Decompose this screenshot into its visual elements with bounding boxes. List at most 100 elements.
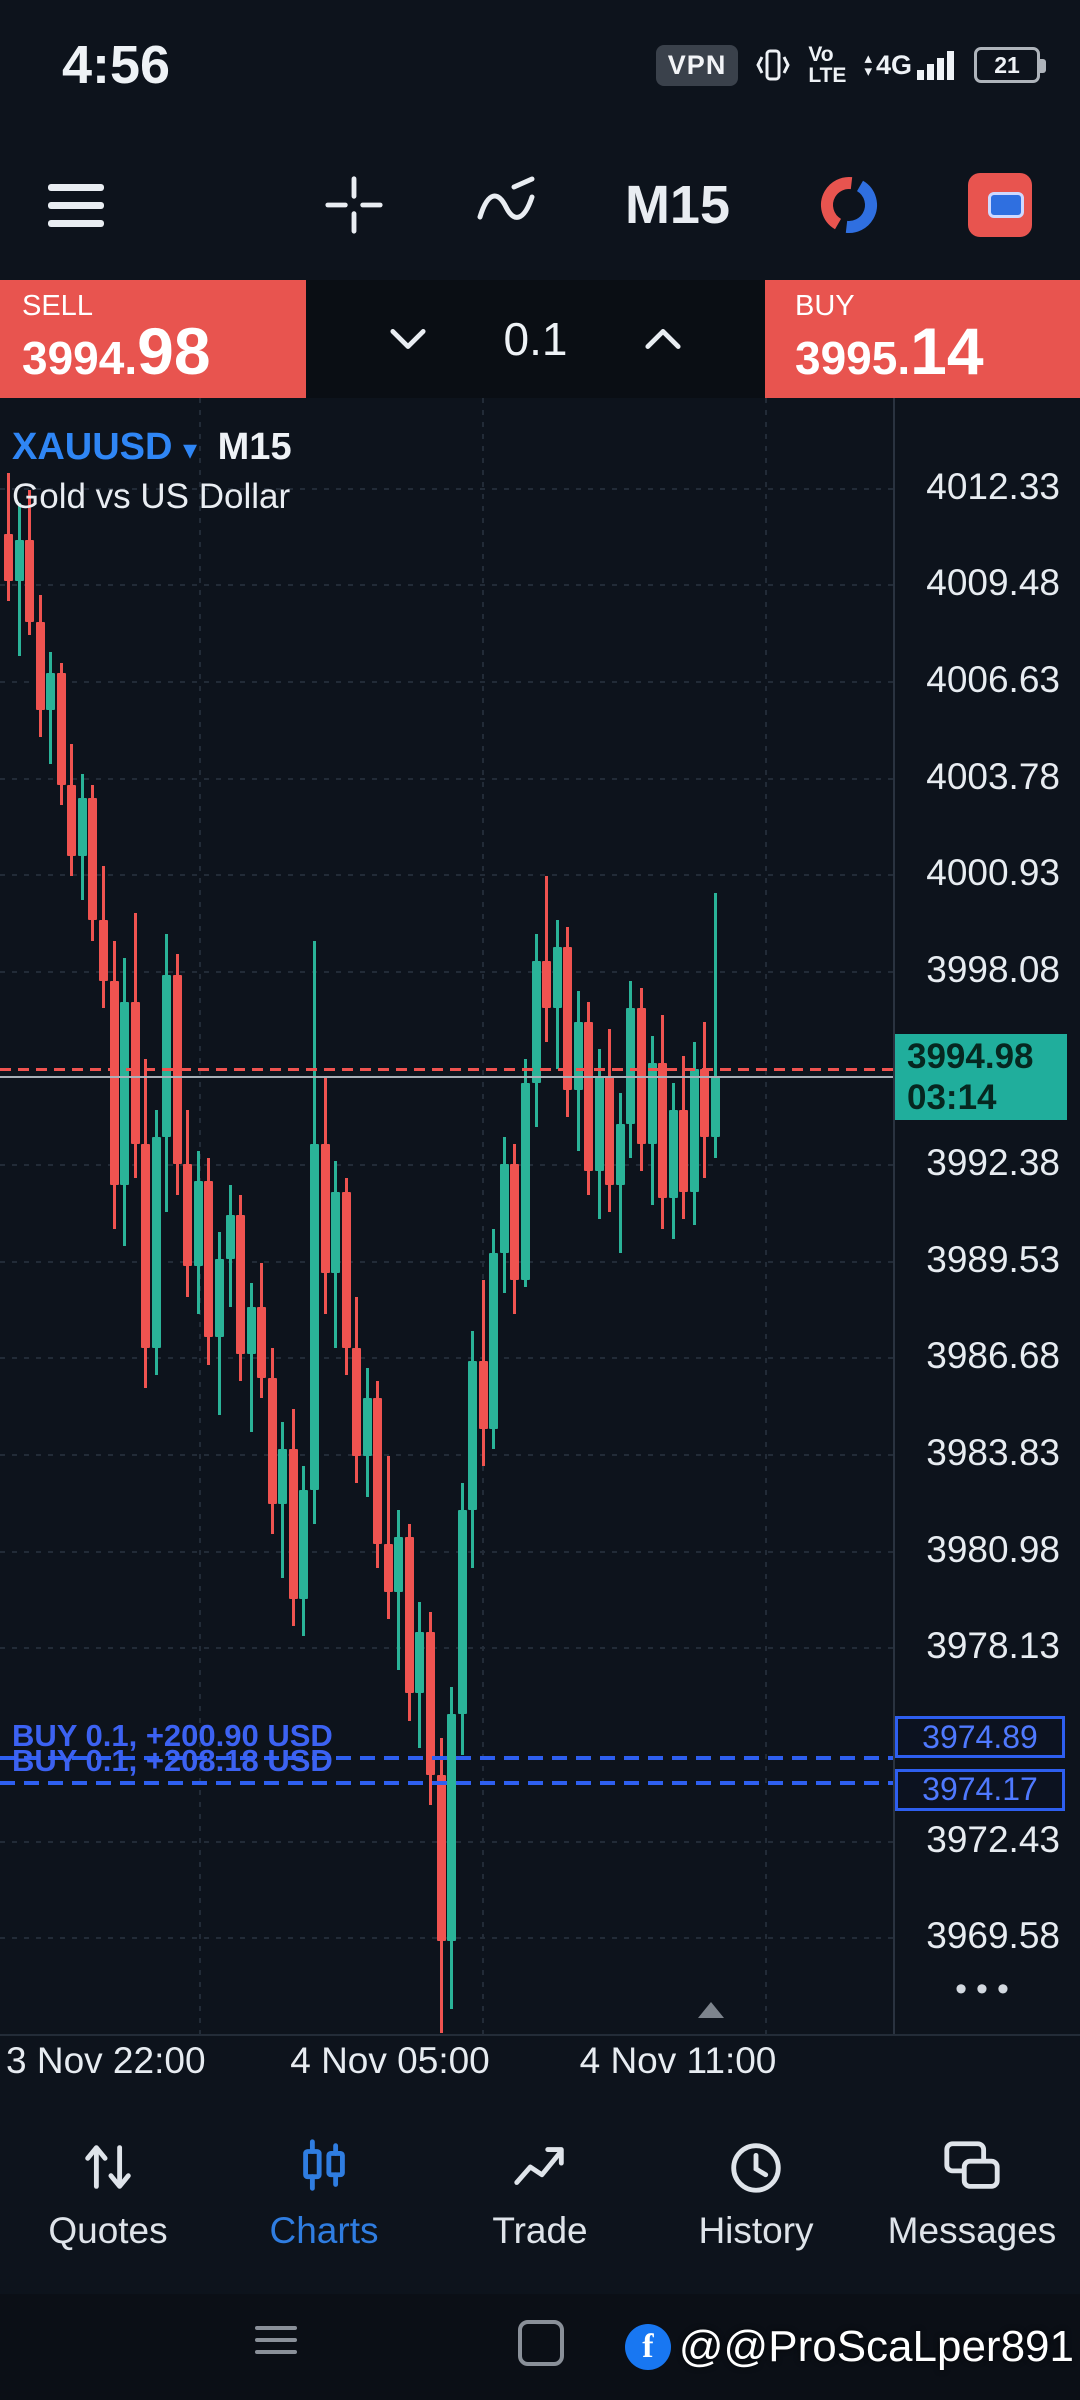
candle-body — [626, 1008, 635, 1124]
position-price-box[interactable]: 3974.17 — [895, 1768, 1065, 1811]
home-button[interactable] — [518, 2320, 564, 2366]
candle-body — [394, 1537, 403, 1592]
price-gridline — [0, 777, 893, 780]
symbol-description: Gold vs US Dollar — [12, 477, 291, 516]
candle-body — [437, 1774, 446, 1942]
price-axis-separator — [893, 398, 895, 2034]
bar-countdown: 03:14 — [907, 1077, 997, 1117]
position-line[interactable] — [0, 1756, 893, 1761]
sell-button[interactable]: SELL 3994. 98 — [0, 280, 306, 398]
candle-body — [489, 1252, 498, 1429]
candle-body — [204, 1181, 213, 1338]
recents-button[interactable] — [255, 2326, 297, 2354]
position-price-box[interactable]: 3974.89 — [895, 1716, 1065, 1759]
buy-price: 3995. 14 — [795, 313, 984, 388]
candle-body — [226, 1215, 235, 1260]
time-axis-label: 4 Nov 11:00 — [579, 2040, 777, 2081]
volume-value[interactable]: 0.1 — [503, 313, 568, 365]
position-label: BUY 0.1, +208.18 USD — [12, 1742, 333, 1778]
position-line[interactable] — [0, 1780, 893, 1785]
candle-body — [595, 1076, 604, 1172]
candle-body — [321, 1144, 330, 1273]
indicators-button[interactable] — [473, 172, 539, 238]
tab-trade[interactable]: Trade — [432, 2136, 648, 2252]
tab-charts[interactable]: Charts — [216, 2136, 432, 2252]
volume-decrease-button[interactable] — [372, 310, 444, 368]
candle-body — [194, 1181, 203, 1267]
candle-body — [162, 974, 171, 1138]
time-gridline — [482, 398, 484, 2036]
price-axis-label: 3978.13 — [926, 1625, 1060, 1667]
price-axis-label: 4003.78 — [926, 755, 1060, 797]
candlestick-chart: 4012.33 4009.48 4006.63 4003.78 4000.93 3998.… — [0, 398, 1080, 2036]
new-window-button[interactable] — [968, 173, 1032, 237]
candle-body — [331, 1191, 340, 1273]
price-gridline — [0, 1647, 893, 1650]
ask-price-line — [0, 1067, 893, 1071]
candle-body — [342, 1191, 351, 1348]
candle-body — [384, 1544, 393, 1592]
candle-body — [405, 1537, 414, 1694]
price-gridline — [0, 874, 893, 877]
candle-body — [532, 960, 541, 1084]
chevron-down-icon: ▾ — [183, 434, 198, 465]
candle-wick — [714, 893, 717, 1158]
candle-body — [88, 798, 97, 921]
buy-button[interactable]: BUY 3995. 14 — [765, 280, 1080, 398]
candle-body — [268, 1378, 277, 1504]
candle-body — [447, 1713, 456, 1942]
candle-wick — [250, 1283, 253, 1433]
tab-messages[interactable]: Messages — [864, 2136, 1080, 2252]
price-axis-label: 3992.38 — [926, 1142, 1060, 1184]
price-axis-label: 3989.53 — [926, 1238, 1060, 1280]
candle-body — [415, 1632, 424, 1694]
symbol-name[interactable]: XAUUSD — [12, 426, 173, 468]
price-gridline — [0, 1454, 893, 1457]
crosshair-button[interactable] — [321, 172, 387, 238]
candle-body — [78, 798, 87, 856]
price-axis-label: 3983.83 — [926, 1432, 1060, 1474]
price-axis-label: 3998.08 — [926, 948, 1060, 990]
phone-vibrate-icon — [756, 43, 791, 87]
candle-body — [468, 1361, 477, 1511]
quotes-arrows-icon — [85, 2145, 131, 2189]
candle-body — [99, 920, 108, 982]
candle-body — [183, 1164, 192, 1267]
candle-body — [215, 1259, 224, 1338]
battery-icon: 21 — [974, 47, 1046, 83]
price-axis-label: 4009.48 — [926, 562, 1060, 604]
candle-body — [690, 1069, 699, 1192]
price-axis-more-dots[interactable]: ••• — [955, 1970, 1018, 2008]
candle-body — [141, 1144, 150, 1348]
price-gridline — [0, 1840, 893, 1843]
candle-body — [152, 1137, 161, 1348]
objects-button[interactable] — [816, 172, 882, 238]
symbol-watermark[interactable]: XAUUSD ▾ M15 Gold vs US Dollar — [12, 426, 292, 517]
price-gridline — [0, 1260, 893, 1263]
candle-body — [257, 1306, 266, 1379]
tab-history[interactable]: History — [648, 2136, 864, 2252]
data-arrows-icon: ▴ ▾ — [864, 50, 872, 80]
price-axis-label: 3980.98 — [926, 1528, 1060, 1570]
candle-body — [542, 960, 551, 1009]
one-click-trading-panel: SELL 3994. 98 0.1 BUY 3995. 14 — [0, 280, 1080, 398]
price-axis-label: 4000.93 — [926, 852, 1060, 894]
candle-body — [46, 672, 55, 710]
candle-body — [426, 1632, 435, 1775]
chart-area[interactable]: 4012.33 4009.48 4006.63 4003.78 4000.93 3998.… — [0, 398, 1080, 2036]
menu-button[interactable] — [48, 183, 104, 227]
candle-body — [510, 1164, 519, 1280]
bottom-navigation: Quotes Charts Trade History — [0, 2094, 1080, 2294]
tab-quotes[interactable]: Quotes — [0, 2136, 216, 2252]
candle-body — [67, 784, 76, 856]
timeframe-button[interactable]: M15 — [624, 175, 730, 235]
price-gridline — [0, 1937, 893, 1940]
time-axis: 3 Nov 22:00 4 Nov 05:00 4 Nov 11:00 — [0, 2036, 1080, 2094]
volume-increase-button[interactable] — [627, 310, 699, 368]
price-axis-label: 3972.43 — [926, 1818, 1060, 1860]
scroll-to-latest-icon[interactable] — [698, 2002, 724, 2018]
messages-bubbles-icon — [944, 2141, 1000, 2189]
android-navigation-bar: f @@ProScaLper891 — [0, 2294, 1080, 2400]
price-gridline — [0, 970, 893, 973]
candle-body — [120, 1001, 129, 1185]
